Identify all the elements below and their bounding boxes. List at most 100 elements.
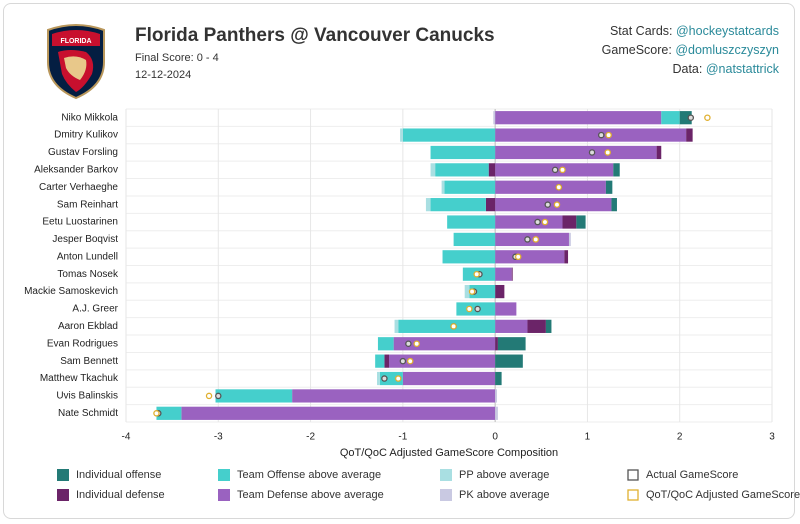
bar-segment [430, 145, 496, 160]
bar-segment [545, 319, 552, 333]
marker [687, 114, 695, 121]
y-tick-label: Gustav Forsling [48, 147, 118, 158]
bar-segment [564, 250, 569, 264]
bar-segment [495, 319, 528, 333]
team-logo: FLORIDA [47, 24, 105, 100]
credit-label: Data: [672, 62, 702, 76]
legend-swatch [627, 469, 639, 481]
marker [394, 375, 402, 382]
svg-text:FLORIDA: FLORIDA [60, 38, 91, 45]
x-tick-label: 1 [585, 432, 591, 443]
bar-segment [495, 111, 662, 125]
bar-segment [402, 128, 496, 142]
marker [532, 236, 539, 243]
y-tick-label: Sam Bennett [60, 356, 118, 367]
legend-swatch [57, 469, 69, 481]
legend-label: Actual GameScore [646, 469, 738, 481]
marker [153, 410, 160, 417]
bar-segment [181, 406, 496, 420]
legend-label: QoT/QoC Adjusted GameScore [646, 489, 800, 501]
bar-segment [377, 371, 380, 386]
marker [551, 166, 559, 174]
legend-label: Individual defense [76, 489, 165, 501]
marker [474, 305, 481, 313]
y-tick-label: Niko Mikkola [61, 112, 118, 123]
bar-segment [686, 128, 693, 142]
legend-swatch [218, 489, 230, 501]
bar-segment [495, 354, 523, 368]
marker [468, 288, 476, 295]
bar-segment [379, 371, 403, 386]
legend-label: Team Offense above average [237, 469, 381, 481]
credit: Stat Cards: @hockeystatcards [610, 24, 779, 38]
credit: Data: @natstattrick [672, 62, 779, 76]
y-tick-label: Eetu Luostarinen [42, 217, 118, 228]
marker [544, 201, 551, 208]
marker [559, 166, 566, 174]
bar-segment [495, 371, 502, 386]
bar-segment [495, 302, 517, 316]
marker [598, 131, 605, 139]
marker [553, 201, 561, 208]
bar-segment [495, 337, 498, 351]
bar-segment [464, 284, 470, 299]
bar-segment [375, 354, 385, 368]
x-tick-label: -1 [398, 432, 407, 443]
bar-segment [562, 215, 577, 229]
y-tick-label: Anton Lundell [57, 251, 118, 262]
marker [524, 236, 531, 243]
bar-segment [389, 354, 496, 368]
y-tick-label: Mackie Samoskevich [24, 286, 118, 297]
marker [541, 218, 549, 226]
bar-segment [661, 111, 680, 125]
credit-label: Stat Cards: [610, 24, 673, 38]
legend-label: Team Defense above average [237, 489, 384, 501]
x-tick-label: 0 [492, 432, 498, 443]
bar-segment [527, 319, 546, 333]
legend-label: PK above average [459, 489, 550, 501]
marker [588, 149, 596, 156]
bar-segment [495, 215, 563, 229]
bar-segment [495, 250, 565, 264]
x-tick-label: -4 [122, 432, 131, 443]
legend-swatch [440, 489, 452, 501]
credit-handle: @domluszczyszyn [675, 43, 779, 57]
title: Florida Panthers @ Vancouver Canucks [135, 25, 495, 46]
marker [466, 305, 473, 313]
bar-segment [384, 354, 390, 368]
x-tick-label: 3 [769, 432, 775, 443]
legend-swatch [57, 489, 69, 501]
subtitle: Final Score: 0 - 4 [135, 52, 219, 64]
bar-segment [430, 163, 436, 177]
bar-segment [576, 215, 586, 229]
marker [205, 392, 213, 400]
bar-segment [435, 163, 489, 177]
bar-segment [493, 111, 496, 125]
legend-label: PP above average [459, 469, 549, 481]
bar-segment [495, 180, 606, 194]
bar-segment [485, 198, 496, 212]
bar-segment [156, 406, 182, 420]
bar-segment [656, 145, 662, 160]
bar-segment [511, 267, 513, 281]
x-tick-label: 2 [677, 432, 683, 443]
y-tick-label: Tomas Nosek [57, 269, 119, 280]
marker [514, 253, 522, 261]
bar-segment [441, 180, 445, 194]
bar-segment [393, 337, 496, 351]
y-tick-label: Jesper Boqvist [52, 234, 118, 245]
date: 12-12-2024 [135, 69, 191, 81]
bar-segment [605, 180, 613, 194]
bar-segment [400, 128, 403, 142]
bar-segment [568, 232, 571, 247]
y-tick-label: Sam Reinhart [57, 199, 118, 210]
credit-label: GameScore: [602, 43, 672, 57]
marker [413, 340, 420, 347]
y-tick-label: Carter Verhaeghe [39, 182, 118, 193]
y-tick-label: Nate Schmidt [58, 408, 118, 419]
bar-segment [469, 284, 496, 299]
marker [405, 340, 412, 347]
bar-segment [495, 198, 612, 212]
marker [605, 131, 612, 139]
